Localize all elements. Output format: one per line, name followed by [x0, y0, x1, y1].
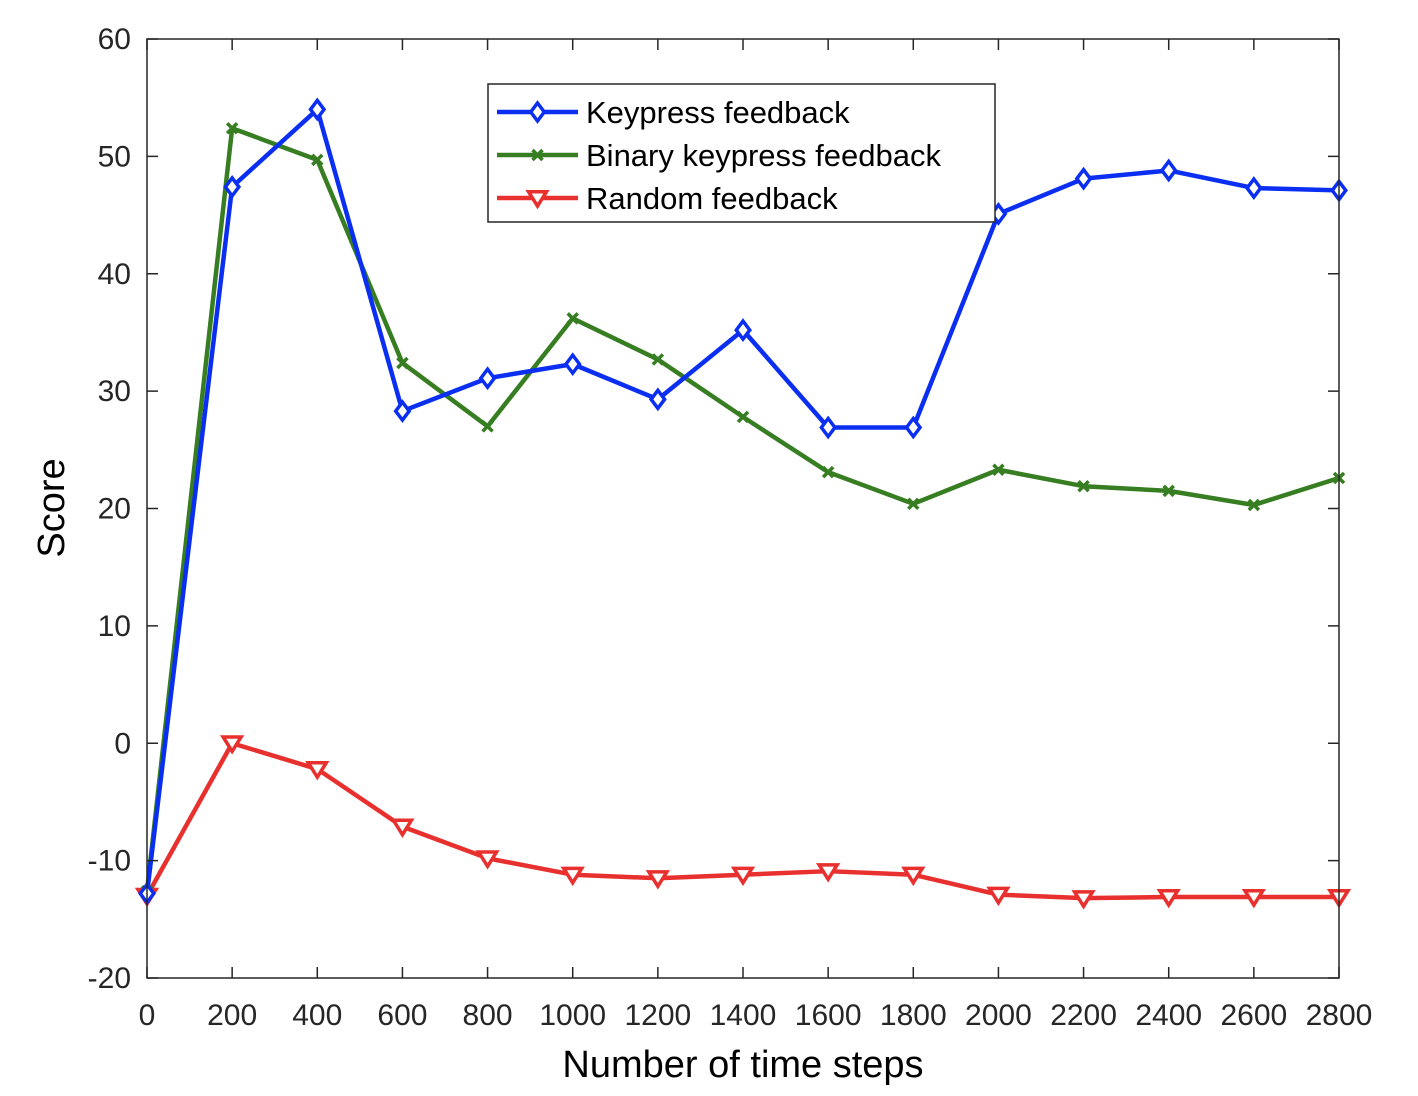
data-point	[311, 153, 324, 167]
data-point	[1162, 484, 1175, 498]
data-point	[390, 818, 415, 838]
x-tick-label: 1200	[624, 999, 691, 1032]
x-tick-label: 1600	[795, 999, 862, 1032]
legend-marker	[528, 100, 547, 124]
data-point	[1074, 166, 1093, 191]
y-tick-label: 0	[114, 727, 131, 760]
data-point	[475, 850, 500, 870]
data-point	[651, 353, 665, 366]
legend-label: Keypress feedback	[586, 95, 850, 130]
ticks-layer	[146, 38, 1340, 979]
legend-entry: Keypress feedback	[497, 95, 850, 130]
data-point	[478, 366, 497, 391]
x-tick-label: 1800	[880, 999, 947, 1032]
x-tick-label: 2600	[1220, 999, 1287, 1032]
x-tick-label: 0	[139, 999, 156, 1032]
data-point	[986, 886, 1011, 907]
data-point	[393, 399, 412, 423]
data-point	[736, 410, 750, 424]
data-point	[305, 761, 330, 781]
data-point	[563, 352, 582, 377]
y-tick-label: 30	[98, 375, 131, 408]
data-point	[1077, 479, 1090, 493]
data-point	[1241, 888, 1267, 909]
series-keypress-feedback	[138, 97, 1348, 906]
y-axis-label: Score	[31, 458, 73, 557]
x-tick-label: 200	[207, 999, 257, 1032]
y-tick-label: -10	[88, 845, 131, 878]
data-point	[645, 870, 671, 890]
legend-entry: Binary keypress feedback	[497, 138, 941, 173]
legend-marker	[531, 148, 544, 162]
data-point	[396, 356, 409, 370]
data-point	[1247, 498, 1261, 512]
x-tick-label: 1400	[710, 999, 777, 1032]
data-point	[560, 866, 585, 887]
x-tick-label: 2800	[1306, 999, 1373, 1032]
data-point	[648, 387, 667, 412]
data-point	[901, 866, 926, 887]
data-point	[1156, 888, 1181, 909]
data-point	[219, 735, 245, 755]
x-tick-label: 600	[377, 999, 427, 1032]
x-tick-label: 2000	[965, 999, 1032, 1032]
y-tick-label: 10	[98, 610, 131, 643]
y-tick-label: 20	[98, 493, 131, 526]
data-point	[815, 863, 841, 883]
data-point	[1244, 176, 1263, 200]
x-tick-label: 1000	[539, 999, 606, 1032]
series-layer	[134, 97, 1352, 910]
data-point	[481, 420, 494, 433]
data-point	[907, 497, 920, 511]
x-tick-label: 2200	[1050, 999, 1117, 1032]
series-binary-keypress-feedback	[140, 121, 1346, 898]
legend-entries: Keypress feedback Binary keypress feedbac…	[497, 95, 941, 216]
data-point	[566, 312, 579, 325]
legend-entry: Random feedback	[497, 181, 838, 216]
tick-labels-layer: 0 200 400 600 800 1000 1200 1400 1600 1800 2000 220…	[88, 23, 1373, 1032]
data-point	[223, 174, 242, 199]
x-tick-label: 800	[463, 999, 513, 1032]
data-point	[734, 318, 752, 343]
x-tick-label: 2400	[1135, 999, 1202, 1032]
x-tick-label: 400	[292, 999, 342, 1032]
data-point	[821, 465, 835, 479]
data-point	[225, 121, 239, 135]
legend: Keypress feedback Binary keypress feedbac…	[487, 83, 996, 223]
data-point	[819, 415, 838, 440]
data-point	[308, 97, 327, 122]
legend-label: Random feedback	[586, 181, 838, 216]
y-tick-label: 40	[98, 258, 131, 291]
data-point	[730, 866, 756, 887]
x-axis-label: Number of time steps	[562, 1044, 923, 1086]
data-point	[1159, 158, 1178, 183]
y-tick-label: 50	[98, 140, 131, 173]
y-tick-label: -20	[88, 962, 131, 995]
data-point	[992, 463, 1005, 477]
legend-marker	[525, 189, 550, 210]
data-point	[1071, 890, 1096, 910]
data-point	[904, 415, 923, 440]
legend-label: Binary keypress feedback	[586, 138, 941, 173]
y-tick-label: 60	[98, 23, 131, 56]
